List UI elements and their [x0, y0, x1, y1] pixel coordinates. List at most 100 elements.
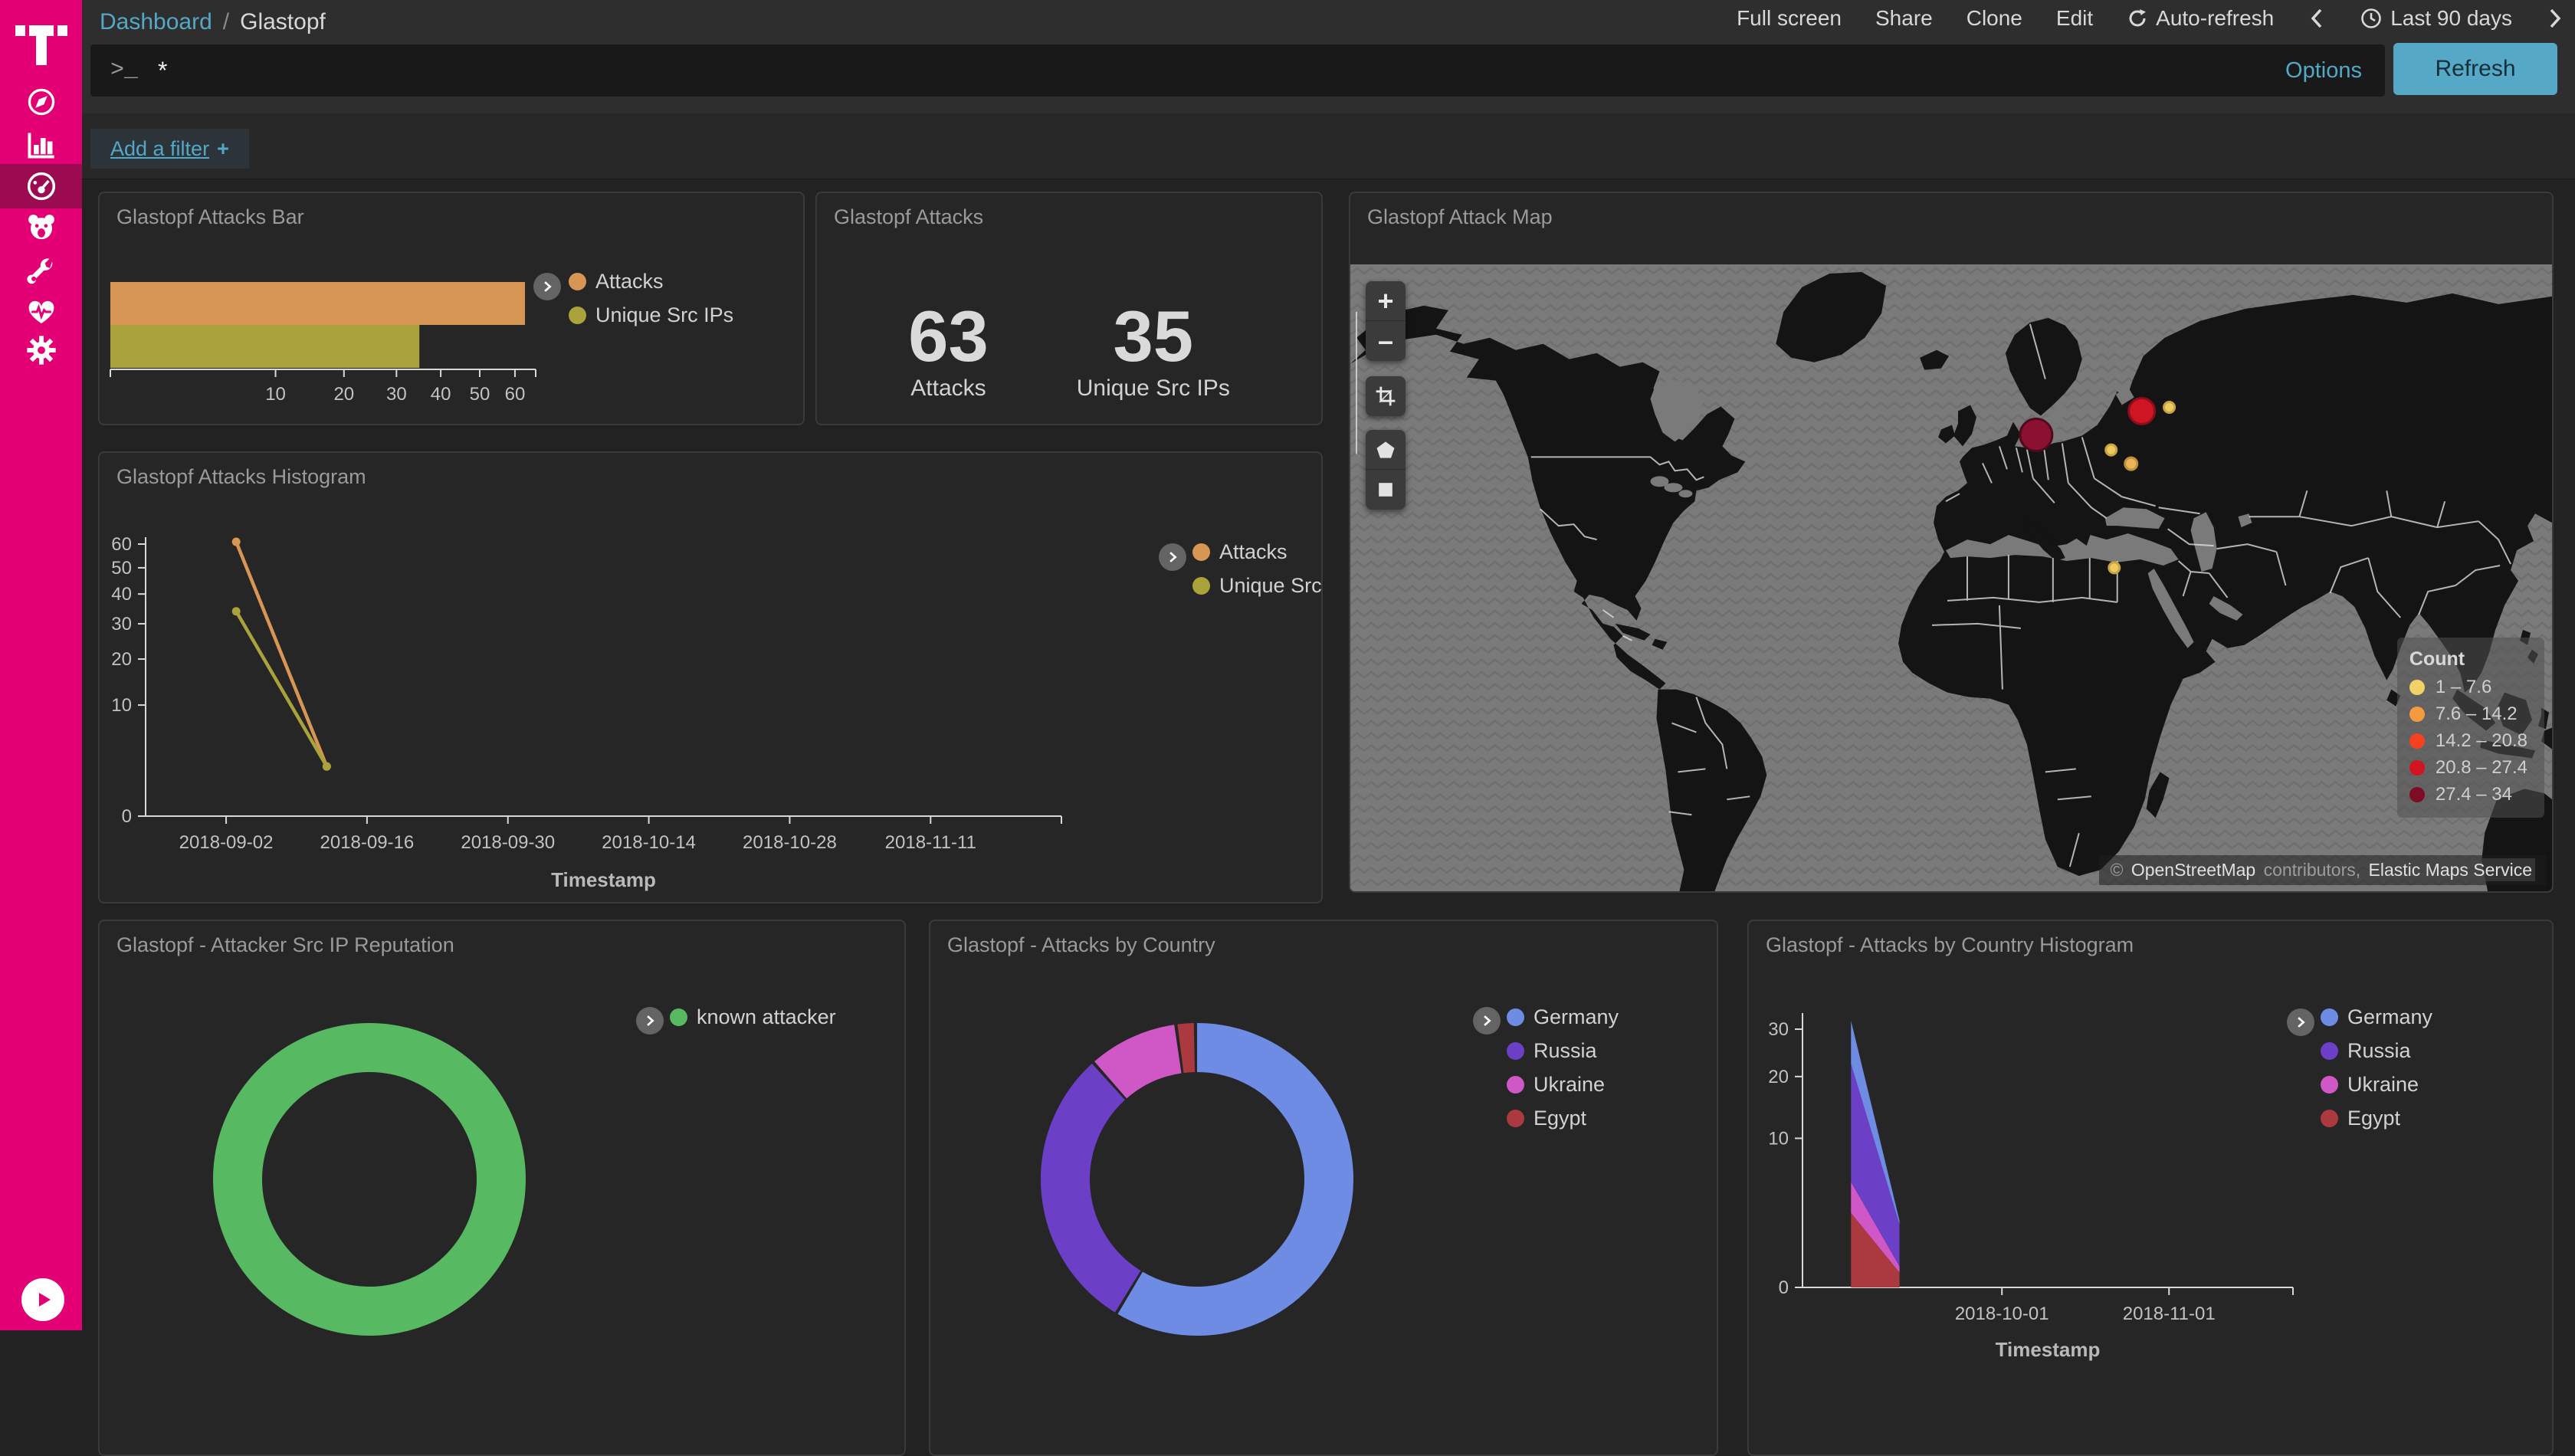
filter-bar: Add a filter +	[82, 113, 2575, 179]
country-donut-chart[interactable]	[930, 921, 1717, 1454]
svg-text:20: 20	[333, 384, 354, 405]
bear-icon	[28, 215, 54, 240]
chevron-right-icon	[2298, 1017, 2305, 1028]
top-chrome: Dashboard / Glastopf Full screen Share Clo…	[82, 0, 2575, 113]
legend-item[interactable]: Germany	[2321, 1005, 2432, 1029]
legend-item[interactable]: Attacks	[1192, 540, 1321, 564]
svg-text:2018-09-02: 2018-09-02	[179, 832, 274, 853]
add-filter-button[interactable]: Add a filter +	[90, 129, 249, 169]
draw-polygon-button[interactable]	[1366, 430, 1406, 470]
panel-attacks-histogram: Glastopf Attacks Histogram 0 10 20 30 40 50 60…	[98, 451, 1323, 903]
legend-color-dot	[1507, 1076, 1524, 1094]
landmasses	[1350, 271, 2552, 891]
attack-dot	[2124, 456, 2139, 471]
telekom-logo[interactable]	[0, 17, 82, 71]
openstreetmap-link[interactable]: OpenStreetMap	[2127, 858, 2259, 881]
legend-toggle-arrow[interactable]	[1473, 1007, 1501, 1035]
inland-seas	[1650, 379, 2252, 648]
legend-item[interactable]: Egypt	[2321, 1107, 2432, 1130]
legend-color-dot	[569, 273, 586, 290]
edit-button[interactable]: Edit	[2055, 6, 2094, 30]
svg-text:0: 0	[122, 806, 132, 827]
time-range-picker[interactable]: Last 90 days	[2360, 6, 2512, 31]
legend-item[interactable]: Ukraine	[2321, 1073, 2432, 1097]
query-input[interactable]	[158, 56, 2286, 85]
legend-label: Germany	[2347, 1005, 2433, 1028]
panel-title[interactable]: Glastopf Attacks Histogram	[116, 465, 366, 488]
world-map[interactable]: + – Count 1	[1350, 264, 2552, 891]
map-legend-title: Count	[2409, 648, 2465, 670]
breadcrumb: Dashboard / Glastopf	[100, 9, 326, 35]
sidebar-item-tpot[interactable]	[0, 205, 82, 250]
svg-text:10: 10	[265, 384, 286, 405]
panel-title[interactable]: Glastopf Attacks	[834, 205, 984, 228]
sidebar-item-devtools[interactable]	[0, 249, 82, 293]
options-link[interactable]: Options	[2285, 57, 2362, 83]
metric-label: Attacks	[910, 375, 986, 401]
zoom-out-button[interactable]: –	[1377, 325, 1394, 356]
legend-toggle-arrow[interactable]	[1159, 543, 1186, 571]
legend-item[interactable]: Russia	[2321, 1039, 2432, 1063]
map-legend: Count 1 – 7.6 7.6 – 14.2 14.2 – 20.8 20.8 –…	[2396, 638, 2544, 818]
legend-item[interactable]: Unique Src IPs	[1192, 574, 1321, 598]
legend-toggle-arrow[interactable]	[533, 273, 561, 300]
panel-title[interactable]: Glastopf - Attacks by Country Histogram	[1766, 933, 2134, 956]
panel-title[interactable]: Glastopf - Attacks by Country	[947, 933, 1215, 956]
country-histogram-chart[interactable]: 0 10 20 30 2018-10-01 2018-11-01 Timestamp	[1749, 921, 2552, 1454]
svg-text:40: 40	[431, 384, 451, 405]
metric-unique-src-ips: 35 Unique Src IPs	[1077, 300, 1230, 402]
sidebar-item-monitoring[interactable]	[0, 290, 82, 334]
legend-item[interactable]: Ukraine	[1507, 1073, 1619, 1097]
sidebar-item-visualize[interactable]	[0, 123, 82, 167]
time-back-button[interactable]	[2308, 7, 2326, 30]
map-legend-range: 7.6 – 14.2	[2435, 703, 2518, 724]
top-menu: Full screen Share Clone Edit Auto-refres…	[1737, 6, 2564, 31]
refresh-button[interactable]: Refresh	[2393, 43, 2557, 95]
country-legend: Germany Russia Ukraine Egypt	[1507, 1005, 1619, 1130]
map-legend-item: 14.2 – 20.8	[2409, 730, 2527, 752]
sidebar-item-discover[interactable]	[0, 80, 82, 124]
panel-title[interactable]: Glastopf Attacks Bar	[116, 205, 304, 228]
svg-text:20: 20	[111, 649, 132, 670]
panel-title[interactable]: Glastopf - Attacker Src IP Reputation	[116, 933, 454, 956]
svg-text:30: 30	[1768, 1019, 1789, 1040]
draw-rectangle-button[interactable]	[1366, 470, 1406, 510]
country-histogram-legend: Germany Russia Ukraine Egypt	[2321, 1005, 2432, 1130]
legend-item[interactable]: Egypt	[1507, 1107, 1619, 1130]
legend-item[interactable]: Unique Src IPs	[569, 303, 733, 327]
legend-color-dot	[2321, 1008, 2338, 1026]
fit-data-bounds-button[interactable]	[1366, 376, 1406, 416]
legend-label: Ukraine	[2347, 1073, 2419, 1096]
svg-text:2018-10-14: 2018-10-14	[602, 832, 696, 853]
attacks-bar-chart[interactable]: 10 20 30 40 50 60	[100, 193, 803, 424]
compass-icon	[28, 88, 54, 116]
time-forward-button[interactable]	[2546, 7, 2564, 30]
svg-text:Timestamp: Timestamp	[551, 868, 656, 891]
legend-toggle-arrow[interactable]	[636, 1007, 664, 1035]
auto-refresh-button[interactable]: Auto-refresh	[2127, 6, 2274, 31]
reputation-donut-chart[interactable]	[100, 921, 904, 1454]
sidebar-collapse-button[interactable]	[21, 1278, 64, 1321]
legend-item[interactable]: Attacks	[569, 270, 733, 293]
clone-button[interactable]: Clone	[1966, 6, 2022, 30]
breadcrumb-dashboard-link[interactable]: Dashboard	[100, 9, 212, 34]
legend-item[interactable]: Russia	[1507, 1039, 1619, 1063]
full-screen-button[interactable]: Full screen	[1737, 6, 1842, 30]
panel-title[interactable]: Glastopf Attack Map	[1367, 205, 1553, 228]
map-legend-dot	[2409, 760, 2425, 776]
legend-item[interactable]: known attacker	[670, 1005, 836, 1029]
sidebar-item-management[interactable]	[0, 328, 82, 372]
legend-item[interactable]: Germany	[1507, 1005, 1619, 1029]
elastic-maps-link[interactable]: Elastic Maps Service	[2365, 858, 2535, 881]
legend-color-dot	[569, 307, 586, 324]
map-legend-range: 27.4 – 34	[2435, 784, 2512, 805]
chevron-right-icon	[1169, 552, 1177, 562]
attacks-histogram-chart[interactable]: 0 10 20 30 40 50 60 2018-09-02 2018-09-16 2018-09…	[100, 453, 1321, 902]
legend-label: Egypt	[2347, 1107, 2401, 1130]
crop-icon	[1376, 386, 1396, 406]
share-button[interactable]: Share	[1875, 6, 1933, 30]
sidebar-item-dashboard[interactable]	[0, 164, 82, 208]
legend-toggle-arrow[interactable]	[2287, 1008, 2314, 1036]
zoom-in-button[interactable]: +	[1366, 281, 1406, 321]
legend-label: Unique Src IPs	[595, 303, 734, 326]
